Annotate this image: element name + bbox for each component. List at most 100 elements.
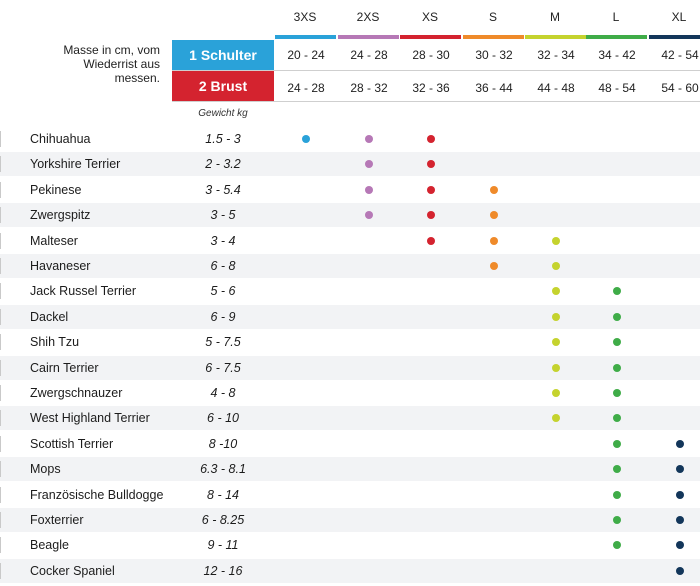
measurement-range: 42 - 54 [661,48,699,62]
breed-weight: 3 - 4 [210,233,236,248]
size-fit-dot-xs [426,236,435,245]
breed-weight: 6.3 - 8.1 [200,462,246,477]
row-edge-marker [0,435,7,452]
table-row: Scottish Terrier 8 -10 [0,432,700,456]
size-fit-dot-xs [426,160,435,169]
breed-weight: 6 - 7.5 [205,360,241,375]
row-edge-marker [0,359,7,376]
row-edge-marker [0,181,7,198]
breed-weight: 8 -10 [208,436,238,451]
size-fit-dot-m [551,312,560,321]
size-color-bar [525,35,586,39]
row-edge-marker [0,537,7,554]
table-row: Französische Bulldogge 8 - 14 [0,483,700,507]
size-label-3: S [488,10,497,24]
breed-weight: 12 - 16 [203,563,243,578]
size-fit-dot-m [551,262,560,270]
row-edge-marker [0,334,7,351]
size-fit-dot-xs [426,211,435,220]
size-fit-dot-xl [675,439,684,448]
size-fit-dot-s [489,262,498,270]
size-fit-dot-m [551,338,560,347]
breed-name: Mops [30,462,61,477]
measurement-range: 28 - 30 [412,48,450,62]
breed-name: Cairn Terrier [30,360,99,375]
size-fit-dot-l [612,465,621,474]
row-edge-marker [0,486,7,503]
size-color-bar [463,35,524,39]
size-fit-dot-l [612,389,621,397]
row-edge-marker [0,283,7,300]
row-edge-marker [0,131,7,147]
breed-name: Französische Bulldogge [30,487,164,502]
breed-weight: 5 - 6 [210,284,236,299]
measurement-badge-1: 2 Brust [172,71,274,101]
table-row: Pekinese 3 - 5.4 [0,178,700,202]
row-edge-marker [0,232,7,249]
size-fit-dot-2xs [364,211,373,220]
measurement-range: 32 - 34 [537,48,575,62]
breed-weight: 6 - 8.25 [201,513,245,527]
size-label-5: L [612,10,620,24]
size-fit-dot-2xs [364,185,373,194]
table-row: Foxterrier 6 - 8.25 [0,508,700,532]
table-row: Dackel 6 - 9 [0,304,700,329]
size-fit-dot-xs [426,135,435,143]
size-fit-dot-xl [675,566,684,575]
table-row: Yorkshire Terrier 2 - 3.2 [0,152,700,177]
breed-weight: 6 - 10 [207,411,239,426]
size-fit-dot-m [551,236,560,245]
breed-weight: 9 - 11 [207,538,239,553]
size-fit-dot-s [489,236,498,245]
table-row: Chihuahua 1.5 - 3 [0,127,700,151]
table-row: Havaneser 6 - 8 [0,254,700,278]
breed-name: Jack Russel Terrier [30,284,137,299]
size-color-bar [649,35,700,39]
measurement-badge-0: 1 Schulter [172,40,274,70]
row-edge-marker [0,562,7,579]
measurement-range: 32 - 36 [412,81,450,95]
size-fit-dot-l [612,363,621,372]
size-color-bar [338,35,399,39]
table-row: Cocker Spaniel 12 - 16 [0,558,700,583]
size-fit-dot-m [551,414,560,423]
size-fit-dot-2xs [364,135,373,143]
breed-name: Scottish Terrier [30,436,114,451]
size-fit-dot-l [612,516,621,524]
breed-name: Pekinese [30,182,82,197]
breed-name: Havaneser [30,259,91,273]
breed-weight: 3 - 5 [210,208,236,223]
table-row: Jack Russel Terrier 5 - 6 [0,279,700,303]
breed-weight: 3 - 5.4 [205,182,241,197]
measurement-range: 54 - 60 [661,81,699,95]
breed-name: Beagle [30,538,69,553]
size-fit-dot-l [612,490,621,499]
size-fit-dot-m [551,389,560,397]
size-fit-dot-xl [675,465,684,474]
breed-weight: 1.5 - 3 [205,132,241,146]
row-edge-marker [0,461,7,478]
breed-weight: 8 - 14 [207,487,239,502]
table-row: Zwergschnauzer 4 - 8 [0,381,700,405]
row-edge-marker [0,410,7,427]
measurement-range: 24 - 28 [350,48,388,62]
row-edge-marker [0,512,7,528]
size-fit-dot-2xs [364,160,373,169]
separator-line [172,70,700,71]
measurement-range: 24 - 28 [287,81,325,95]
measurement-range: 48 - 54 [598,81,636,95]
size-label-2: XS [421,10,438,24]
size-label-6: XL [671,10,687,24]
table-row: Shih Tzu 5 - 7.5 [0,330,700,354]
breed-weight: 5 - 7.5 [205,335,241,350]
size-fit-dot-l [612,439,621,448]
breed-name: Cocker Spaniel [30,563,115,578]
row-edge-marker [0,156,7,173]
size-fit-dot-s [489,211,498,220]
breed-name: West Highland Terrier [30,411,150,426]
breed-weight: 6 - 8 [210,259,236,273]
table-row: Zwergspitz 3 - 5 [0,203,700,228]
measure-note: Masse in cm, vom Wiederrist aus messen. [63,43,160,85]
measurement-range: 30 - 32 [475,48,513,62]
size-fit-dot-xs [426,185,435,194]
